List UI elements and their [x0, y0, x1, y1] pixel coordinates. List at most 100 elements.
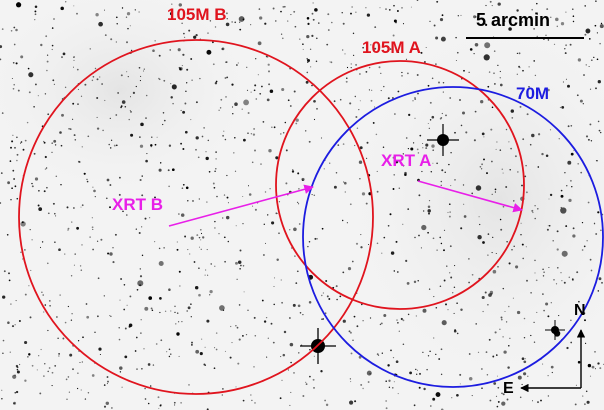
star: [521, 21, 524, 23]
star: [251, 399, 253, 402]
star: [12, 374, 17, 379]
star: [234, 170, 237, 172]
star: [262, 254, 265, 256]
star: [64, 253, 66, 255]
star: [160, 339, 163, 342]
star: [341, 12, 343, 14]
star: [237, 362, 240, 365]
star: [497, 2, 501, 6]
star: [214, 265, 216, 267]
star: [105, 197, 108, 200]
star: [494, 191, 496, 193]
star: [388, 379, 391, 382]
star: [407, 148, 409, 150]
star: [570, 341, 573, 344]
star: [305, 381, 307, 383]
star: [488, 293, 492, 297]
star: [109, 184, 112, 186]
star: [542, 363, 544, 365]
star: [26, 121, 29, 124]
star: [309, 48, 312, 50]
star: [46, 69, 48, 72]
star: [512, 297, 514, 299]
star: [250, 91, 252, 93]
star: [428, 212, 430, 215]
star: [10, 29, 13, 32]
star: [264, 242, 267, 244]
star: [540, 399, 542, 402]
star: [13, 83, 15, 86]
star: [505, 128, 508, 131]
star: [393, 19, 397, 23]
star: [550, 16, 552, 18]
star: [432, 149, 435, 152]
star: [439, 236, 442, 239]
star: [519, 105, 522, 108]
star: [381, 352, 383, 354]
star: [568, 198, 572, 203]
star: [218, 109, 220, 111]
star: [572, 8, 574, 10]
star: [479, 165, 482, 168]
star: [97, 315, 99, 318]
star: [79, 361, 81, 364]
star: [123, 284, 126, 286]
star: [497, 64, 499, 66]
star: [355, 116, 358, 118]
star: [253, 89, 256, 92]
star: [196, 234, 199, 237]
star: [545, 34, 547, 36]
star: [455, 36, 457, 39]
star: [431, 77, 434, 80]
star: [519, 67, 521, 69]
star: [597, 80, 601, 84]
star: [49, 304, 51, 307]
star: [129, 295, 132, 298]
star: [465, 131, 468, 134]
star: [151, 136, 153, 138]
star: [224, 138, 227, 141]
star: [110, 139, 113, 141]
star: [79, 265, 82, 267]
star: [560, 189, 563, 192]
star: [231, 83, 234, 86]
star: [395, 360, 399, 364]
star: [30, 269, 32, 271]
star: [134, 350, 137, 352]
star: [306, 58, 311, 63]
star: [60, 6, 64, 11]
star: [537, 166, 540, 168]
star: [564, 52, 567, 55]
star: [415, 368, 417, 371]
star: [497, 386, 500, 389]
star: [121, 100, 126, 104]
star: [567, 160, 572, 165]
star: [535, 279, 538, 282]
star: [439, 285, 442, 288]
star: [440, 373, 443, 376]
star: [154, 241, 156, 243]
star: [34, 83, 37, 86]
star: [585, 64, 587, 66]
star: [376, 170, 378, 172]
star: [34, 177, 39, 181]
star: [513, 200, 515, 202]
star: [167, 169, 170, 172]
star: [494, 83, 496, 85]
star: [138, 66, 141, 69]
compass-north-label: N: [574, 302, 586, 319]
star: [365, 70, 368, 73]
star: [46, 60, 49, 63]
star: [597, 290, 600, 292]
star: [427, 209, 431, 213]
star: [223, 194, 226, 196]
star: [253, 316, 256, 319]
star: [140, 122, 144, 127]
star: [398, 187, 401, 189]
star: [587, 363, 592, 368]
star: [558, 315, 560, 317]
star: [453, 286, 456, 289]
star: [546, 228, 549, 231]
star: [521, 184, 523, 187]
star: [0, 45, 3, 49]
